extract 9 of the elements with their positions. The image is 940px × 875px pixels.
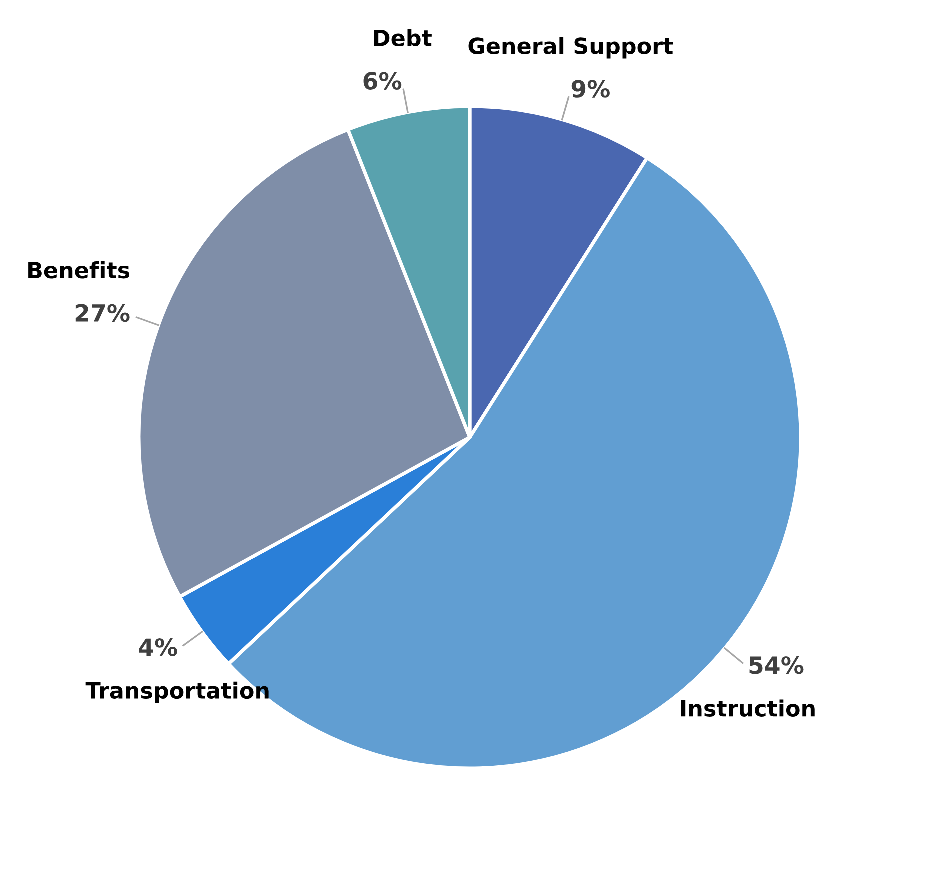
slice-label: Instruction: [681, 700, 815, 717]
data-label: 54%: [750, 656, 804, 674]
slice-label: Debt: [374, 29, 432, 47]
data-label: 27%: [76, 304, 130, 322]
slice-label: General Support: [468, 37, 674, 59]
data-label: 9%: [572, 80, 610, 98]
data-label: 6%: [364, 72, 402, 90]
slice-label: Benefits: [28, 262, 130, 279]
data-label: 4%: [139, 638, 178, 656]
